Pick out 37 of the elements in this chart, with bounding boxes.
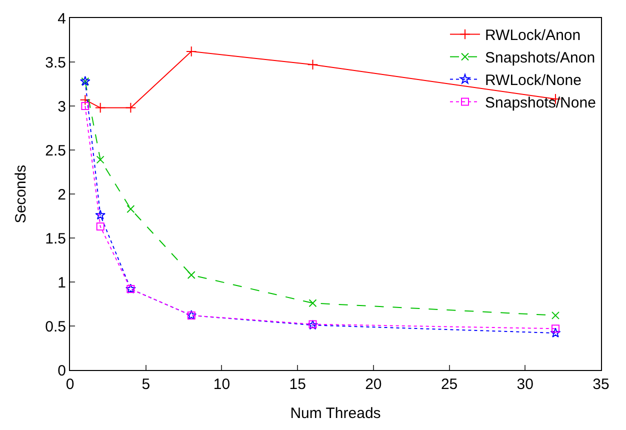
point [81,102,90,110]
point [307,59,318,70]
point [96,156,104,164]
x-tick-label: 25 [440,376,458,393]
y-tick-label: 0 [58,362,66,380]
y-tick-label: 3 [58,98,66,116]
point [125,102,136,114]
legend-label: RWLock/None [485,72,582,90]
x-tick-label: 35 [592,376,610,393]
point [187,270,196,279]
y-tick-label: 1 [58,274,66,292]
point [186,46,197,57]
point [550,328,561,338]
x-tick-label: 15 [289,376,306,393]
x-axis-title: Num Threads [290,405,381,422]
y-tick-label: 2 [58,186,66,204]
y-tick-label: 0.5 [45,318,66,336]
point [94,102,106,114]
point [126,204,135,213]
point [95,210,106,220]
point [551,324,560,333]
point [80,94,91,106]
y-tick-label: 3.5 [45,54,66,72]
point [96,222,104,231]
legend-label: Snapshots/None [485,94,596,112]
legend-label: Snapshots/Anon [485,50,596,67]
y-tick-label: 2.5 [45,142,66,160]
y-tick-label: 1.5 [45,230,66,248]
point [551,311,560,320]
x-tick-label: 30 [516,376,534,393]
x-tick-label: 5 [142,376,150,393]
x-tick-label: 20 [365,376,382,393]
point [308,299,317,308]
y-tick-label: 4 [58,10,66,28]
x-tick-label: 10 [213,376,230,393]
legend-label: RWLock/Anon [485,27,581,44]
y-axis-title: Seconds [12,164,30,224]
